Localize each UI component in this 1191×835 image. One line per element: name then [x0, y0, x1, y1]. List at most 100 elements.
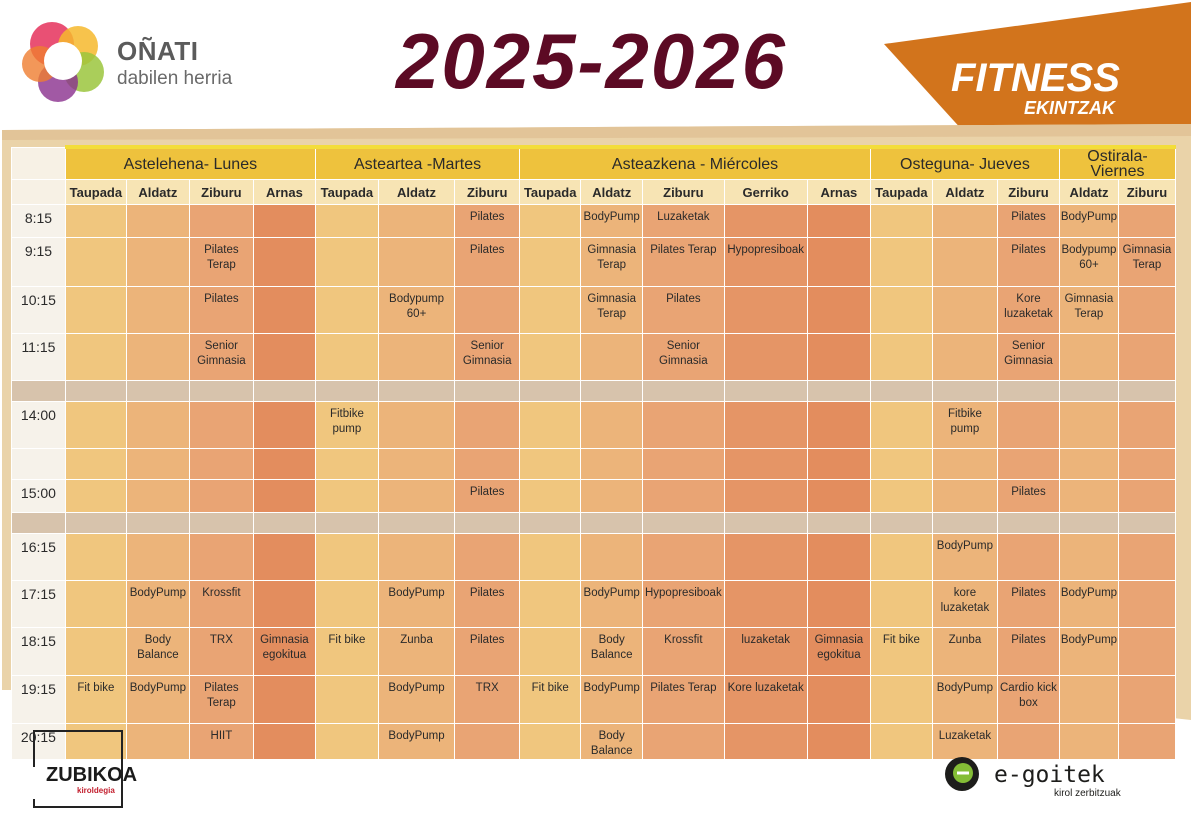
- class-cell: [125, 204, 190, 238]
- class-cell: [869, 533, 933, 581]
- day-header-wednesday: Asteazkena - Miércoles: [519, 145, 871, 180]
- class-cell: [125, 401, 190, 449]
- schedule-row: 19:15 Fit bike BodyPump Pilates Terap BodyPu…: [11, 675, 1177, 724]
- class-cell: [642, 723, 725, 760]
- class-cell: Pilates: [996, 237, 1060, 287]
- class-cell: [519, 533, 582, 581]
- schedule-row: 20:15 HIIT BodyPump Body Balance Luzaketak: [11, 723, 1177, 760]
- class-cell: Gimnasia Terap: [580, 286, 644, 334]
- class-cell: [1117, 533, 1177, 581]
- separator-cell: [931, 380, 998, 402]
- class-cell: Pilates Terap: [188, 237, 254, 287]
- class-cell: [1058, 401, 1119, 449]
- separator-cell: [1058, 380, 1119, 402]
- class-cell: [723, 333, 808, 381]
- separator-cell: [642, 380, 725, 402]
- class-cell: [519, 333, 582, 381]
- time-label: 14:00: [11, 401, 66, 449]
- class-cell: Gimnasia Terap: [1058, 286, 1119, 334]
- day-header-friday: Ostirala- Viernes: [1058, 145, 1177, 180]
- class-cell: Pilates: [996, 627, 1060, 676]
- class-cell: [723, 479, 808, 513]
- class-cell: BodyPump: [377, 580, 456, 628]
- day-header-monday: Astelehena- Lunes: [64, 145, 316, 180]
- separator-cell: [806, 380, 871, 402]
- time-label: 10:15: [11, 286, 66, 334]
- class-cell: [377, 333, 456, 381]
- class-cell: [314, 580, 379, 628]
- class-cell: [377, 237, 456, 287]
- time-label: 17:15: [11, 580, 66, 628]
- class-cell: Senior Gimnasia: [996, 333, 1060, 381]
- fitness-timetable: Astelehena- Lunes Asteartea -Martes Aste…: [11, 145, 1177, 760]
- class-cell: Pilates: [454, 580, 521, 628]
- class-cell: [125, 723, 190, 760]
- brand-name: OÑATI: [117, 36, 199, 66]
- class-cell: [806, 675, 871, 724]
- class-cell: [806, 723, 871, 760]
- class-cell: [64, 448, 127, 480]
- class-cell: [996, 533, 1060, 581]
- schedule-row: 15:00 Pilates Pilates: [11, 479, 1177, 513]
- class-cell: [252, 204, 316, 238]
- class-cell: [869, 204, 933, 238]
- room-header: Taupada: [869, 179, 933, 205]
- room-header: Ziburu: [642, 179, 725, 205]
- class-cell: [64, 479, 127, 513]
- separator-cell: [314, 512, 379, 534]
- egoitek-subtitle: kirol zerbitzuak: [1054, 788, 1122, 799]
- class-cell: [869, 675, 933, 724]
- separator-cell: [1117, 380, 1177, 402]
- time-label: 8:15: [11, 204, 66, 238]
- class-cell: Kore luzaketak: [723, 675, 808, 724]
- schedule-row: 11:15 Senior Gimnasia Senior Gimnasia Senio…: [11, 333, 1177, 381]
- class-cell: Pilates: [996, 204, 1060, 238]
- class-cell: [314, 479, 379, 513]
- time-label: 11:15: [11, 333, 66, 381]
- class-cell: Bodypump 60+: [377, 286, 456, 334]
- class-cell: Body Balance: [580, 723, 644, 760]
- room-header: Taupada: [519, 179, 582, 205]
- separator-cell: [125, 380, 190, 402]
- separator-cell: [806, 512, 871, 534]
- separator-cell: [580, 380, 644, 402]
- class-cell: [580, 533, 644, 581]
- class-cell: [1058, 723, 1119, 760]
- class-cell: [519, 448, 582, 480]
- schedule-row: 16:15 BodyPump: [11, 533, 1177, 581]
- class-cell: Pilates: [188, 286, 254, 334]
- class-cell: [869, 723, 933, 760]
- class-cell: [723, 401, 808, 449]
- separator-cell: [1058, 512, 1119, 534]
- fitness-subtitle: EKINTZAK: [1024, 98, 1115, 118]
- class-cell: BodyPump: [125, 675, 190, 724]
- class-cell: Krossfit: [188, 580, 254, 628]
- class-cell: Senior Gimnasia: [454, 333, 521, 381]
- class-cell: Luzaketak: [931, 723, 998, 760]
- class-cell: Pilates Terap: [642, 237, 725, 287]
- separator-cell: [869, 512, 933, 534]
- class-cell: BodyPump: [1058, 580, 1119, 628]
- class-cell: [806, 533, 871, 581]
- class-cell: [252, 479, 316, 513]
- class-cell: [64, 580, 127, 628]
- class-cell: [314, 533, 379, 581]
- class-cell: [252, 401, 316, 449]
- class-cell: Senior Gimnasia: [188, 333, 254, 381]
- separator-cell: [723, 380, 808, 402]
- separator-cell: [64, 380, 127, 402]
- schedule-row: 14:00 Fitbike pump Fitbike pump: [11, 401, 1177, 449]
- class-cell: [996, 401, 1060, 449]
- separator-cell: [519, 380, 582, 402]
- separator-cell: [996, 512, 1060, 534]
- class-cell: [806, 237, 871, 287]
- class-cell: [806, 448, 871, 480]
- class-cell: [188, 204, 254, 238]
- separator-cell: [996, 380, 1060, 402]
- class-cell: Pilates: [454, 204, 521, 238]
- brand-subtitle: dabilen herria: [117, 68, 233, 89]
- class-cell: [64, 533, 127, 581]
- class-cell: [314, 723, 379, 760]
- class-cell: [869, 580, 933, 628]
- class-cell: Fit bike: [314, 627, 379, 676]
